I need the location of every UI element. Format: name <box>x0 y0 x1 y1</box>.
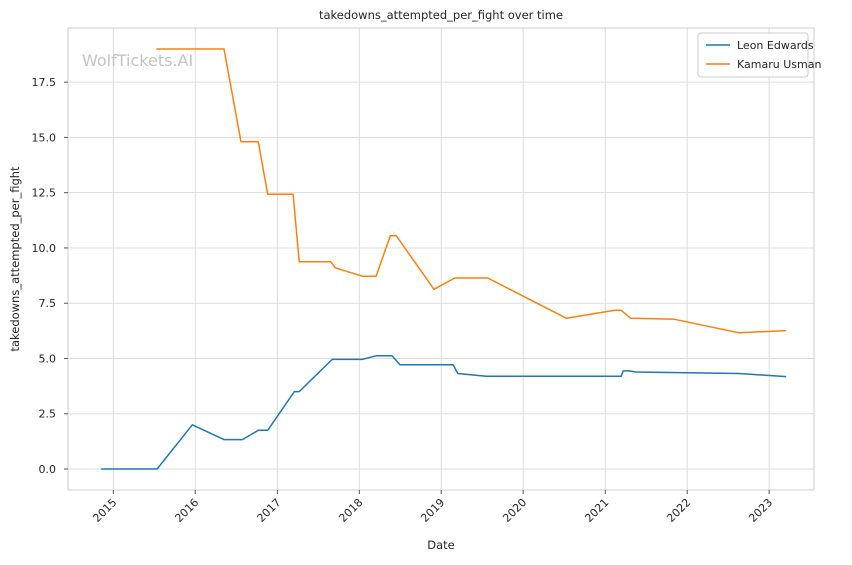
y-tick-label: 12.5 <box>32 187 57 200</box>
series-line-leon-edwards <box>101 355 787 470</box>
legend: Leon Edwards Kamaru Usman <box>697 32 821 78</box>
legend-label-kamaru-usman: Kamaru Usman <box>737 58 821 71</box>
grid-lines <box>68 28 814 490</box>
y-tick-label: 2.5 <box>39 408 57 421</box>
y-tick-label: 17.5 <box>32 76 57 89</box>
y-tick-label: 10.0 <box>32 242 57 255</box>
y-tick-label: 5.0 <box>39 352 57 365</box>
data-series <box>101 48 787 470</box>
legend-box <box>697 32 809 78</box>
y-tick-label: 7.5 <box>39 297 57 310</box>
y-axis-label: takedowns_attempted_per_fight <box>8 166 22 352</box>
y-tick-label: 15.0 <box>32 131 57 144</box>
chart-title: takedowns_attempted_per_fight over time <box>319 8 563 22</box>
watermark-text: WolfTickets.AI <box>82 51 193 70</box>
series-line-kamaru-usman <box>156 48 787 334</box>
x-axis-label: Date <box>427 538 455 552</box>
y-tick-label: 0.0 <box>39 463 57 476</box>
legend-label-leon-edwards: Leon Edwards <box>737 39 814 52</box>
